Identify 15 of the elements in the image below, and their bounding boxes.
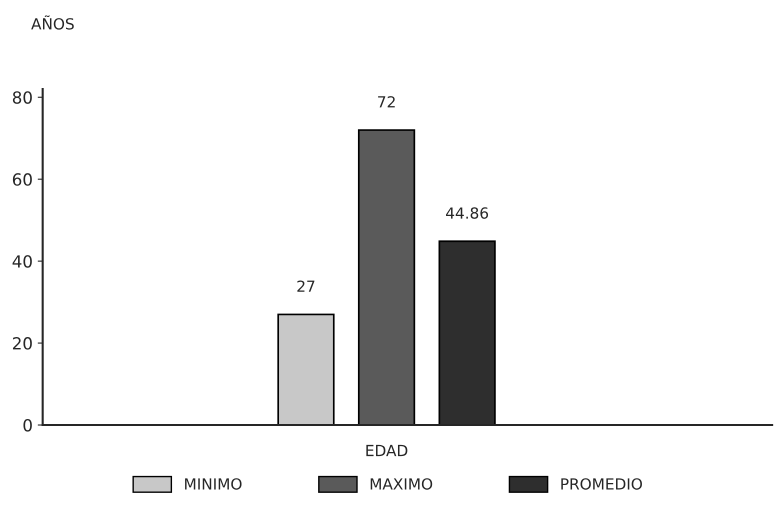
bar [277, 314, 335, 426]
bar [358, 129, 416, 426]
y-tick-label: 40 [12, 255, 32, 268]
y-tick-label: 0 [23, 418, 32, 432]
y-axis-title: AÑOS [31, 15, 74, 30]
text: 44.86 [446, 207, 488, 219]
legend-label: MAXIMO [370, 478, 432, 490]
text: 72 [378, 96, 395, 108]
y-tick-label: 60 [12, 173, 32, 186]
legend-label: MINIMO [185, 478, 242, 490]
y-tick-label: 20 [12, 337, 32, 350]
y-tick-label: 80 [12, 91, 32, 104]
text: 27 [297, 280, 314, 292]
legend-label: PROMEDIO [561, 478, 642, 490]
x-tick-label: EDAD [366, 444, 408, 456]
